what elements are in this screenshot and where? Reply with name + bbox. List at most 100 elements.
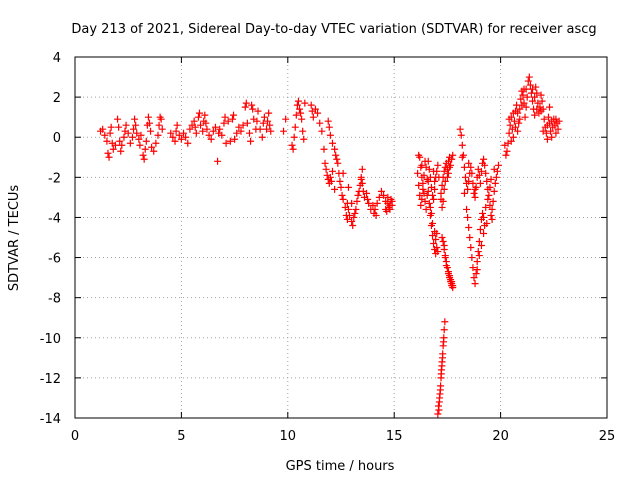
x-tick-label: 20 [492,429,509,444]
data-point [266,121,274,129]
data-point [533,105,541,113]
data-point [318,127,326,135]
data-point [365,199,373,207]
data-point [439,238,447,246]
y-tick-label: 2 [53,91,61,106]
data-point [247,137,255,145]
data-point [115,123,123,131]
data-point [531,93,539,101]
data-point [173,121,181,129]
data-point [320,145,328,153]
data-point [333,155,341,163]
data-point [351,209,359,217]
data-point [192,129,200,137]
data-point [373,199,381,207]
data-point [377,187,385,195]
data-point [502,151,510,159]
y-tick-label: 0 [53,131,61,146]
data-point [457,131,465,139]
data-point [486,201,494,209]
data-point [438,203,446,211]
data-point [222,139,230,147]
data-point [344,205,352,213]
data-point [456,125,464,133]
data-point [475,252,483,260]
data-point [358,165,366,173]
data-point [140,155,148,163]
data-point [106,129,114,137]
data-point [350,213,358,221]
data-point [439,197,447,205]
data-point [352,205,360,213]
data-point [476,225,484,233]
data-point [353,197,361,205]
data-point [480,213,488,221]
data-point [474,248,482,256]
data-point [438,181,446,189]
data-point [414,169,422,177]
data-point [440,326,448,334]
data-point [224,117,232,125]
data-point [446,274,454,282]
data-point [468,169,476,177]
data-point [515,119,523,127]
data-point [136,141,144,149]
data-point [364,195,372,203]
data-point [194,113,202,121]
data-point [537,91,545,99]
data-point [139,151,147,159]
data-point [258,133,266,141]
data-point [254,107,262,115]
data-point [280,127,288,135]
data-point [430,195,438,203]
data-point [418,161,426,169]
data-point [386,205,394,213]
data-point [190,117,198,125]
data-point [131,115,139,123]
data-point [537,107,545,115]
data-point [331,185,339,193]
data-point [294,97,302,105]
data-point [230,111,238,119]
y-tick-label: -6 [48,252,61,267]
data-point [488,205,496,213]
data-point [473,258,481,266]
data-point [433,229,441,237]
data-point [346,211,354,219]
data-point [157,115,165,123]
data-point [490,187,498,195]
data-point [479,209,487,217]
data-point [525,73,533,81]
data-point [218,131,226,139]
data-point [242,99,250,107]
data-point [177,135,185,143]
data-point [486,183,494,191]
data-point [142,137,150,145]
data-point [507,137,515,145]
data-point [137,131,145,139]
data-point [348,217,356,225]
data-point [300,135,308,143]
data-point [521,113,529,121]
data-point [369,201,377,209]
data-point [220,119,228,127]
data-point [487,211,495,219]
data-point [463,205,471,213]
data-point [439,354,447,362]
data-point [203,125,211,133]
data-point [126,139,134,147]
data-point [211,123,219,131]
data-point [325,123,333,131]
data-point [326,173,334,181]
data-point [175,131,183,139]
data-point [328,167,336,175]
data-point [533,89,541,97]
data-point [480,155,488,163]
data-point [133,129,141,137]
data-point [221,113,229,121]
data-point [466,234,474,241]
data-point [120,133,128,141]
y-tick-label: -2 [48,171,61,186]
data-point [434,402,442,410]
data-point [245,129,253,137]
